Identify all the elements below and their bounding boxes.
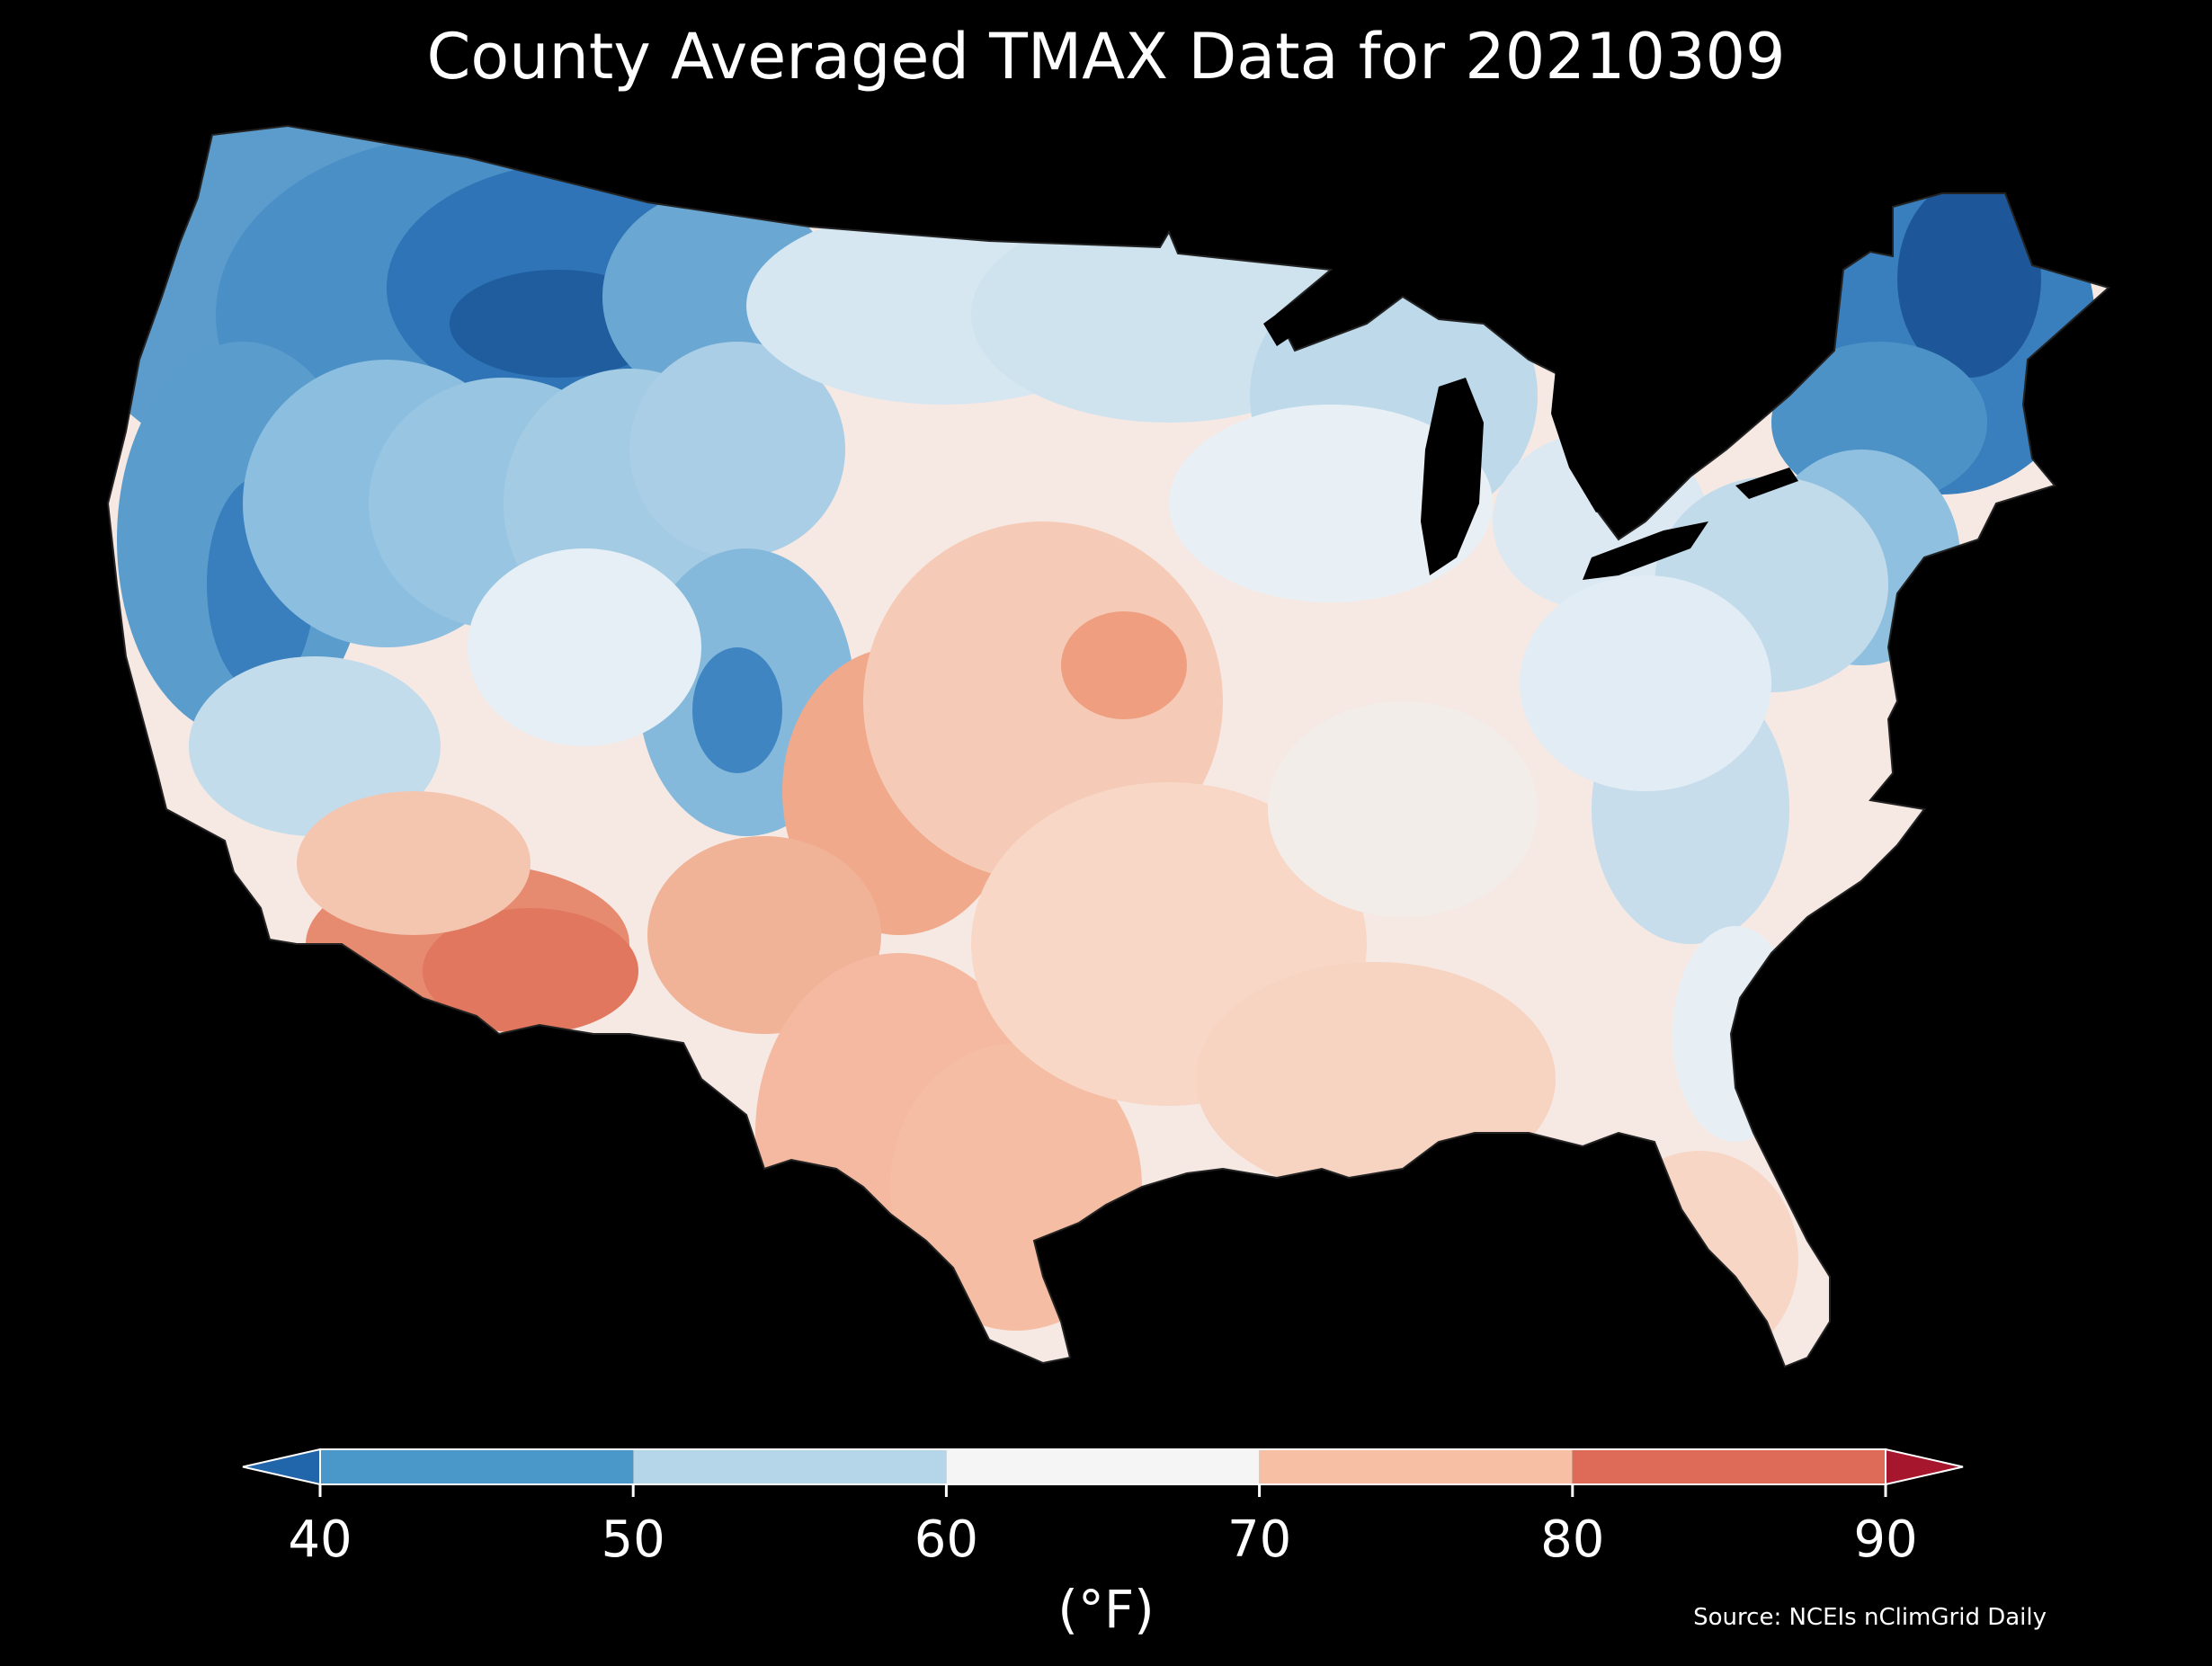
colorbar-unit-label: (°F) (1057, 1579, 1155, 1640)
colorbar-bin-1 (633, 1449, 947, 1484)
colorbar-bin-0 (320, 1449, 634, 1484)
colorbar-bin-2 (946, 1449, 1260, 1484)
source-note: Source: NCEIs nClimGrid Daily (1693, 1604, 2047, 1631)
colorbar-tick-label: 60 (914, 1510, 979, 1569)
colorbar-tick-label: 50 (601, 1510, 665, 1569)
colorbar-tick-label: 90 (1853, 1510, 1918, 1569)
colorbar-frame (319, 1448, 1886, 1485)
colorbar-over-arrow (1885, 1448, 1964, 1486)
colorbar-tick-label: 70 (1226, 1510, 1292, 1569)
map-title: County Averaged TMAX Data for 20210309 (426, 20, 1786, 94)
colorbar-bin-3 (1259, 1449, 1573, 1484)
colorbar-bin-4 (1572, 1449, 1886, 1484)
great-lakes (1263, 270, 1798, 580)
colorbar-tick-label: 40 (288, 1510, 352, 1569)
colorbar-tick-label: 80 (1540, 1510, 1605, 1569)
colorbar-under-arrow (242, 1448, 321, 1486)
